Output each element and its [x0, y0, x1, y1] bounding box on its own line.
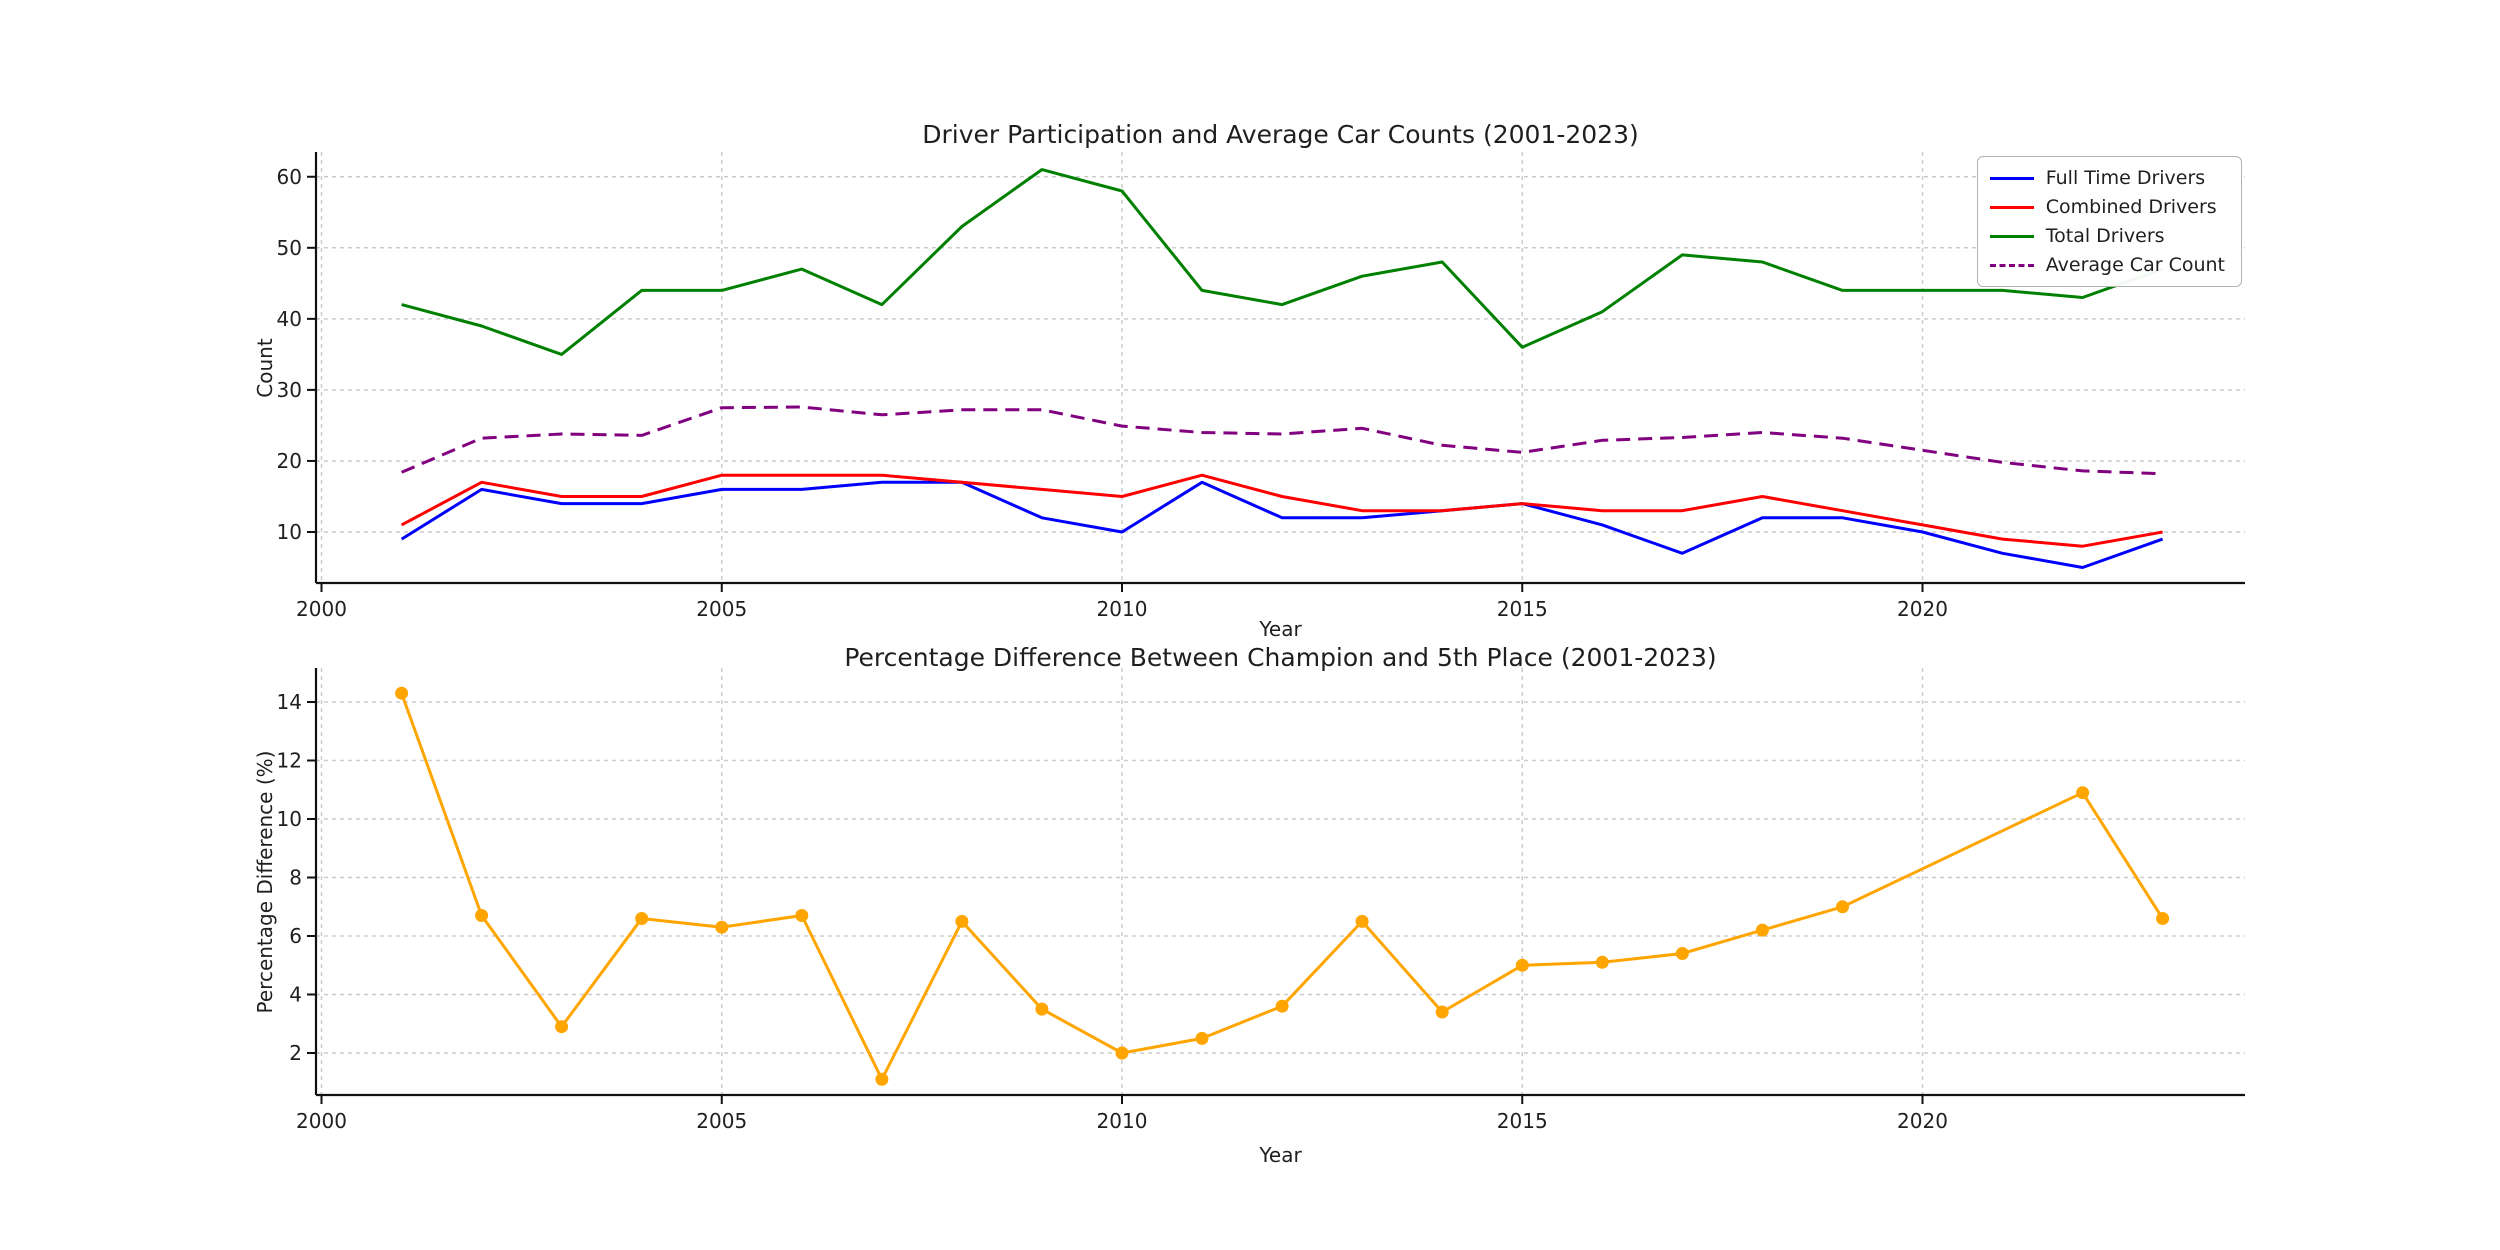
chart1-title: Driver Participation and Average Car Cou… — [922, 120, 1639, 149]
y-tick-label: 30 — [277, 378, 302, 402]
data-point-percentage-difference — [555, 1020, 569, 1034]
data-point-percentage-difference — [955, 914, 969, 928]
data-point-percentage-difference — [1275, 999, 1289, 1013]
chart-2-plot: 2000 2005 2010 2015 2020 2 4 6 8 10 12 14 — [277, 668, 2245, 1133]
legend-item-combined-drivers: Combined Drivers — [1989, 196, 2225, 218]
line-full-time-drivers — [400, 480, 2164, 569]
legend-label: Combined Drivers — [2045, 196, 2217, 218]
chart2-ylabel: Percentage Difference (%) — [253, 750, 277, 1014]
legend-label: Average Car Count — [2045, 254, 2225, 276]
data-point-percentage-difference — [715, 920, 729, 934]
legend-item-total-drivers: Total Drivers — [1989, 225, 2225, 247]
y-tick-label: 10 — [277, 520, 302, 544]
y-tick-label: 40 — [277, 307, 302, 331]
data-point-percentage-difference — [2076, 786, 2090, 800]
x-tick-label: 2015 — [1497, 1109, 1548, 1133]
legend-line-sample — [1989, 205, 2034, 209]
legend-line-sample — [1989, 263, 2034, 267]
line-average-car-count — [401, 405, 2163, 476]
data-point-percentage-difference — [1115, 1046, 1129, 1060]
line-percentage-difference — [400, 692, 2164, 1081]
legend-item-full-time-drivers: Full Time Drivers — [1989, 167, 2225, 189]
y-tick-label: 60 — [277, 165, 302, 189]
data-point-percentage-difference — [1195, 1031, 1209, 1045]
x-tick-label: 2000 — [296, 1109, 347, 1133]
legend-item-average-car-count: Average Car Count — [1989, 254, 2225, 276]
data-point-percentage-difference — [1595, 955, 1609, 969]
legend-label: Total Drivers — [2045, 225, 2165, 247]
data-point-percentage-difference — [1355, 914, 1369, 928]
y-tick-label: 14 — [277, 690, 302, 714]
data-point-percentage-difference — [1755, 923, 1769, 937]
line-total-drivers — [401, 168, 2164, 356]
legend-label: Full Time Drivers — [2045, 167, 2206, 189]
x-tick-label: 2005 — [696, 1109, 747, 1133]
legend-line-sample — [1989, 234, 2034, 238]
data-point-percentage-difference — [475, 909, 489, 922]
x-tick-label: 2015 — [1497, 597, 1548, 621]
data-point-percentage-difference — [1836, 900, 1849, 914]
x-tick-label: 2020 — [1897, 597, 1948, 621]
y-tick-label: 10 — [277, 807, 302, 831]
line-combined-drivers — [400, 473, 2163, 548]
y-tick-label: 2 — [289, 1041, 302, 1065]
chart-1-plot: 2000 2005 2010 2015 2020 10 20 30 40 50 60 — [277, 152, 2245, 621]
data-point-percentage-difference — [875, 1072, 889, 1086]
legend-line-sample — [1989, 176, 2034, 180]
x-tick-label: 2010 — [1097, 1109, 1148, 1133]
x-tick-label: 2000 — [296, 597, 347, 621]
y-tick-label: 4 — [289, 983, 302, 1007]
y-tick-label: 50 — [277, 236, 302, 260]
chart2-xlabel: Year — [1259, 1143, 1302, 1167]
x-tick-label: 2010 — [1097, 597, 1148, 621]
data-point-percentage-difference — [395, 686, 409, 700]
data-point-percentage-difference — [2156, 912, 2170, 925]
legend: Full Time Drivers Combined Drivers Total D… — [1976, 156, 2242, 287]
chart1-ylabel: Count — [253, 338, 277, 398]
y-tick-label: 8 — [289, 866, 302, 890]
x-tick-label: 2020 — [1897, 1109, 1948, 1133]
y-tick-label: 20 — [277, 449, 302, 473]
data-point-percentage-difference — [635, 912, 649, 925]
data-point-percentage-difference — [1515, 958, 1529, 972]
x-tick-label: 2005 — [696, 597, 747, 621]
data-point-percentage-difference — [1435, 1005, 1449, 1019]
data-point-percentage-difference — [795, 909, 809, 922]
data-point-percentage-difference — [1675, 947, 1689, 960]
data-point-percentage-difference — [1035, 1002, 1049, 1016]
y-tick-label: 6 — [289, 924, 302, 948]
chart1-xlabel: Year — [1259, 617, 1302, 641]
chart2-title: Percentage Difference Between Champion a… — [844, 643, 1717, 672]
y-tick-label: 12 — [277, 749, 302, 773]
